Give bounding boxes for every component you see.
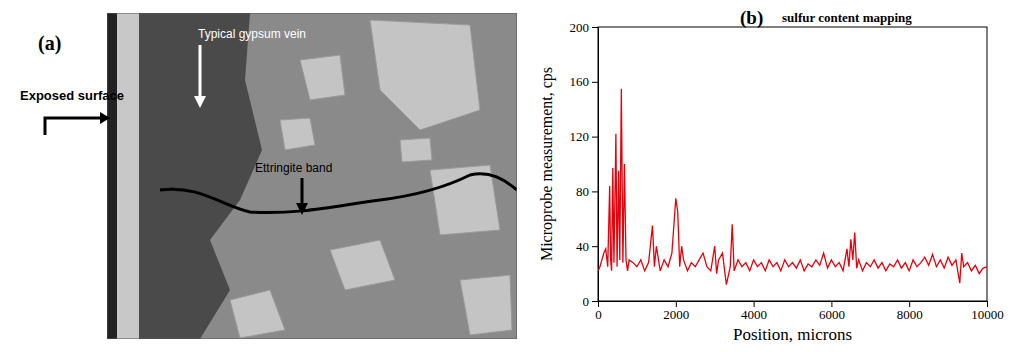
y-tick-mark [592, 301, 598, 302]
x-tick-label: 6000 [819, 307, 845, 322]
aggregate-grain [460, 275, 512, 335]
aggregate-grain [370, 20, 480, 130]
y-tick: 40 [576, 239, 598, 254]
x-tick-mark [754, 301, 755, 307]
y-axis-title: Microprobe measurement, cps [538, 67, 556, 261]
annotation: Exposed surface [20, 88, 124, 103]
gypsum-zone [139, 13, 262, 339]
y-tick-label: 120 [570, 129, 590, 144]
plot-area [598, 89, 987, 285]
figure: (a) Exposed surface Typical gypsum vein Ett… [0, 0, 1023, 352]
x-tick: 6000 [819, 301, 845, 322]
y-tick-label: 40 [576, 239, 589, 254]
x-tick: 2000 [663, 301, 689, 322]
crack [160, 174, 517, 213]
arrow-head [100, 112, 110, 124]
x-tick: 8000 [897, 301, 923, 322]
x-tick-mark [909, 301, 910, 307]
x-tick-mark [831, 301, 832, 307]
panel-label: (a) [38, 32, 61, 55]
y-tick: 80 [576, 184, 598, 199]
matrix [107, 13, 517, 339]
y-tick: 200 [570, 20, 599, 35]
micrograph-image [107, 13, 517, 339]
x-tick-mark [987, 301, 988, 307]
x-tick-label: 0 [595, 307, 602, 322]
aggregate-grain [400, 138, 432, 162]
y-tick-mark [592, 191, 598, 192]
aggregate-grain [230, 290, 285, 338]
annotation: Ettringite band [255, 161, 332, 175]
x-tick-label: 10000 [971, 307, 1004, 322]
y-tick-mark [592, 27, 598, 28]
x-axis: 0 2000 4000 6000 8000 10000 [595, 301, 1004, 322]
chart-panel: 0 2000 4000 6000 8000 10000 0 40 80 120 160 200 Posi… [538, 7, 1004, 344]
y-tick-label: 80 [576, 184, 589, 199]
image-frame [107, 13, 517, 339]
y-tick-label: 200 [570, 20, 590, 35]
y-tick-mark [592, 137, 598, 138]
edge [107, 13, 117, 339]
chart-title: sulfur content mapping [782, 10, 912, 25]
y-tick: 160 [570, 74, 599, 89]
aggregate-grain [300, 55, 345, 100]
y-axis-line [598, 28, 599, 302]
arrow [199, 45, 202, 98]
y-tick: 120 [570, 129, 599, 144]
y-tick-mark [592, 82, 598, 83]
x-axis-title: Position, microns [733, 325, 852, 344]
x-tick: 10000 [971, 301, 1004, 322]
surface-layer [117, 13, 139, 339]
y-axis: 0 40 80 120 160 200 [570, 20, 599, 309]
panel-label: (b) [740, 7, 763, 29]
micrograph-panel: (a) Exposed surface Typical gypsum vein Ett… [20, 13, 517, 339]
aggregate-grain [330, 240, 395, 290]
x-axis-line [599, 301, 988, 302]
x-tick: 4000 [741, 301, 767, 322]
data-line [598, 89, 987, 285]
annotation: Typical gypsum vein [198, 27, 306, 41]
arrow [301, 178, 304, 205]
arrow-head [296, 203, 308, 215]
y-tick-label: 160 [570, 74, 590, 89]
y-tick-mark [592, 246, 598, 247]
x-tick-label: 8000 [897, 307, 923, 322]
y-tick-label: 0 [583, 294, 590, 309]
x-tick-label: 2000 [663, 307, 689, 322]
x-tick-label: 4000 [741, 307, 767, 322]
plot-frame [598, 27, 987, 301]
x-tick-mark [598, 301, 599, 307]
aggregate-grain [280, 118, 315, 150]
x-tick-mark [676, 301, 677, 307]
arrow [45, 118, 102, 135]
arrow-head [194, 96, 206, 108]
x-tick: 0 [595, 301, 602, 322]
y-tick: 0 [583, 294, 599, 309]
